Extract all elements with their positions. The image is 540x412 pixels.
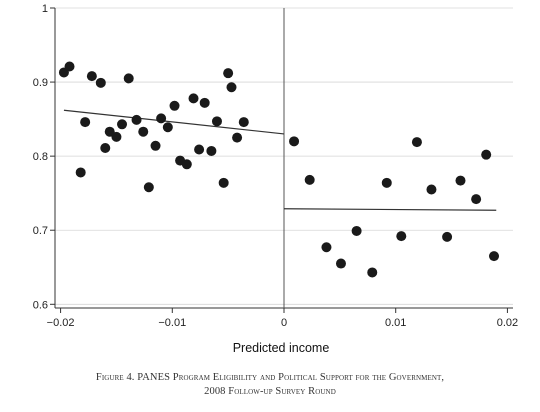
data-point: [95, 77, 106, 88]
data-point: [471, 194, 482, 205]
data-point: [442, 231, 453, 242]
y-tick-label: 0.9: [33, 77, 48, 89]
data-point: [321, 242, 332, 253]
data-point: [411, 137, 422, 148]
fit-line: [283, 208, 497, 211]
data-point: [64, 61, 75, 72]
data-point: [156, 113, 167, 124]
data-point: [181, 159, 192, 170]
data-points: [58, 61, 500, 278]
data-point: [117, 119, 128, 130]
data-point: [123, 73, 134, 84]
data-point: [206, 145, 217, 156]
data-point: [426, 184, 437, 195]
data-point: [232, 132, 243, 143]
data-point: [162, 122, 173, 133]
data-point: [131, 114, 142, 125]
data-point: [169, 100, 180, 111]
data-point: [396, 231, 407, 242]
data-point: [238, 117, 249, 128]
data-point: [138, 126, 149, 137]
axes: [50, 7, 513, 313]
data-point: [381, 177, 392, 188]
x-tick-label: 0: [281, 317, 287, 329]
fit-lines: [63, 109, 497, 211]
x-tick-label: 0.02: [497, 317, 518, 329]
data-point: [351, 225, 362, 236]
data-point: [86, 71, 97, 82]
fit-line: [63, 109, 285, 135]
data-point: [150, 140, 161, 151]
figure-caption-line-2: 2008 Follow-up Survey Round: [204, 386, 336, 397]
data-point: [367, 267, 378, 278]
data-point: [75, 167, 86, 178]
tick-labels: 0.6 0.7 0.8 0.9 1 −0.02 −0.01 0 0.01 0.02: [33, 3, 518, 329]
data-point: [199, 97, 210, 108]
data-point: [226, 82, 237, 93]
data-point: [100, 143, 111, 153]
data-point: [188, 93, 199, 104]
data-point: [304, 174, 315, 185]
x-tick-label: −0.02: [47, 317, 75, 329]
data-point: [289, 136, 300, 147]
data-point: [455, 175, 466, 186]
data-point: [218, 177, 229, 188]
data-point: [194, 144, 205, 155]
y-tick-label: 0.6: [33, 299, 48, 311]
y-tick-label: 0.8: [33, 151, 48, 163]
y-tick-label: 0.7: [33, 225, 48, 237]
data-point: [489, 251, 500, 262]
data-point: [143, 182, 154, 193]
data-point: [335, 258, 346, 269]
x-tick-label: 0.01: [385, 317, 406, 329]
data-point: [111, 131, 122, 142]
data-point: [80, 117, 91, 128]
x-tick-label: −0.01: [158, 317, 186, 329]
figure-caption-line-1: Figure 4. PANES Program Eligibility and …: [95, 372, 445, 383]
y-tick-label: 1: [42, 3, 48, 15]
data-point: [481, 149, 492, 160]
data-point: [223, 68, 234, 79]
data-point: [211, 116, 222, 127]
x-axis-label: Predicted income: [233, 341, 330, 355]
